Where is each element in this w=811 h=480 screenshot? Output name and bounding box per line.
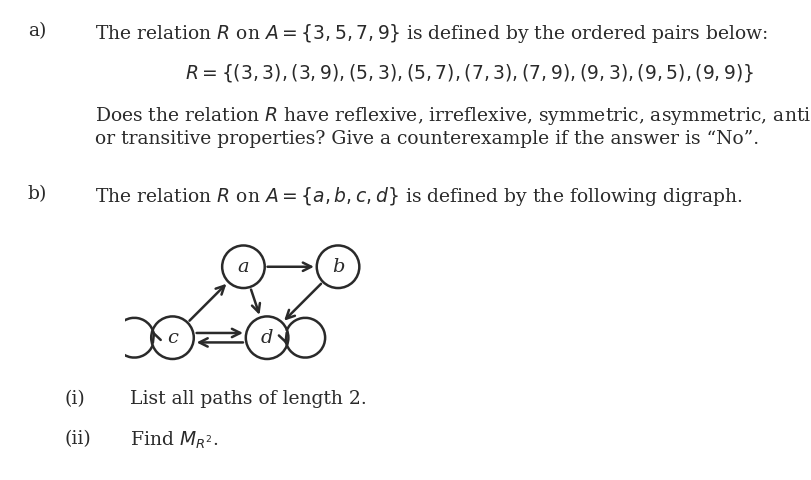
Text: Does the relation $R$ have reflexive, irreflexive, symmetric, asymmetric, antisy: Does the relation $R$ have reflexive, ir… xyxy=(95,105,811,127)
Text: List all paths of length 2.: List all paths of length 2. xyxy=(130,390,367,408)
Text: d: d xyxy=(261,329,273,347)
Text: (ii): (ii) xyxy=(65,430,92,448)
Text: (i): (i) xyxy=(65,390,86,408)
Text: Find $M_{R^2}$.: Find $M_{R^2}$. xyxy=(130,430,218,451)
Text: c: c xyxy=(167,329,178,347)
Text: b): b) xyxy=(28,185,47,203)
Text: The relation $R$ on $A = \{a, b, c, d\}$ is defined by the following digraph.: The relation $R$ on $A = \{a, b, c, d\}$… xyxy=(95,185,743,208)
Text: a): a) xyxy=(28,22,46,40)
Text: or transitive properties? Give a counterexample if the answer is “No”.: or transitive properties? Give a counter… xyxy=(95,130,759,148)
Text: a: a xyxy=(238,258,249,276)
Text: b: b xyxy=(332,258,345,276)
Text: The relation $R$ on $A = \{3, 5, 7, 9\}$ is defined by the ordered pairs below:: The relation $R$ on $A = \{3, 5, 7, 9\}$… xyxy=(95,22,768,45)
Text: $R = \{(3, 3), (3, 9), (5, 3), (5, 7), (7, 3), (7, 9), (9, 3), (9, 5), (9, 9)\}$: $R = \{(3, 3), (3, 9), (5, 3), (5, 7), (… xyxy=(185,62,754,84)
